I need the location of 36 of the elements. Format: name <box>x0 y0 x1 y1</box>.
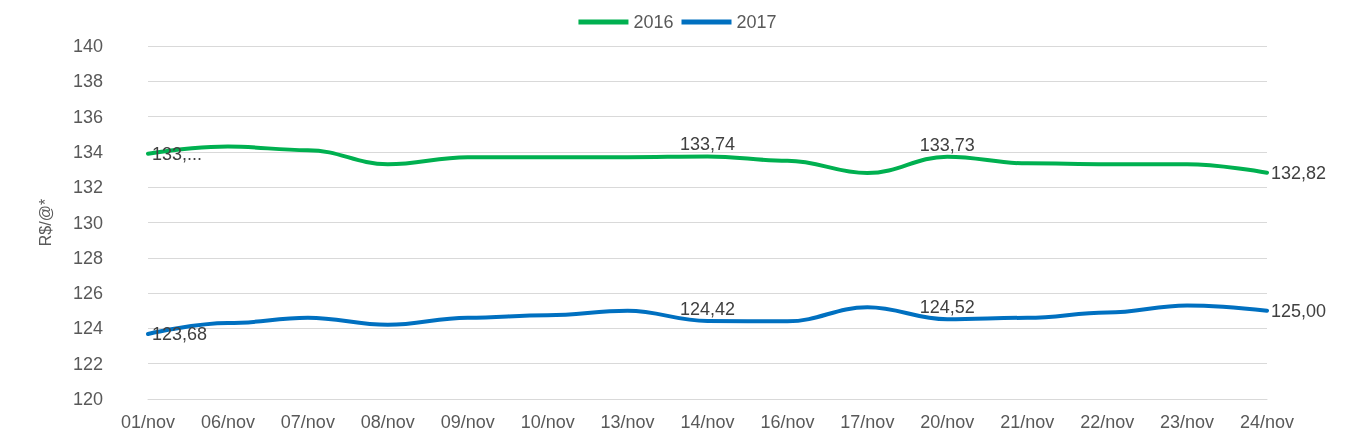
x-tick-label: 14/nov <box>680 412 735 432</box>
x-tick-label: 17/nov <box>840 412 895 432</box>
x-tick-label: 13/nov <box>600 412 655 432</box>
y-tick-label: 126 <box>72 283 103 304</box>
data-label: 133,74 <box>679 134 736 155</box>
x-tick-label: 16/nov <box>760 412 815 432</box>
legend-label: 2017 <box>736 12 777 32</box>
y-tick-label: 138 <box>72 71 103 92</box>
data-label: 124,52 <box>919 297 975 318</box>
y-tick-label: 130 <box>72 212 103 233</box>
x-tick-label: 22/nov <box>1080 412 1135 432</box>
y-tick-label: 134 <box>72 141 103 162</box>
data-label: 124,42 <box>679 298 736 319</box>
legend-label: 2016 <box>633 12 674 32</box>
y-tick-label: 120 <box>72 389 103 409</box>
y-tick-label: 136 <box>72 106 103 127</box>
x-tick-label: 23/nov <box>1160 412 1215 432</box>
x-tick-label: 10/nov <box>520 412 575 432</box>
x-tick-label: 20/nov <box>920 412 975 432</box>
data-label: 125,00 <box>1271 300 1327 321</box>
y-tick-label: 132 <box>72 177 103 198</box>
y-tick-label: 122 <box>72 353 103 374</box>
x-tick-label: 06/nov <box>200 412 255 432</box>
x-tick-label: 09/nov <box>440 412 495 432</box>
y-tick-label: 128 <box>72 247 103 268</box>
y-axis-title: R$/@* <box>36 198 54 247</box>
data-label: 132,82 <box>1271 162 1327 183</box>
x-tick-label: 01/nov <box>120 412 176 432</box>
y-tick-label: 124 <box>72 318 103 339</box>
x-tick-label: 07/nov <box>280 412 335 432</box>
y-tick-label: 140 <box>72 36 103 56</box>
data-label: 133,73 <box>919 134 975 155</box>
x-tick-label: 08/nov <box>360 412 415 432</box>
x-tick-label: 24/nov <box>1239 412 1295 432</box>
x-tick-label: 21/nov <box>1000 412 1055 432</box>
data-label: 123,68 <box>152 324 208 345</box>
